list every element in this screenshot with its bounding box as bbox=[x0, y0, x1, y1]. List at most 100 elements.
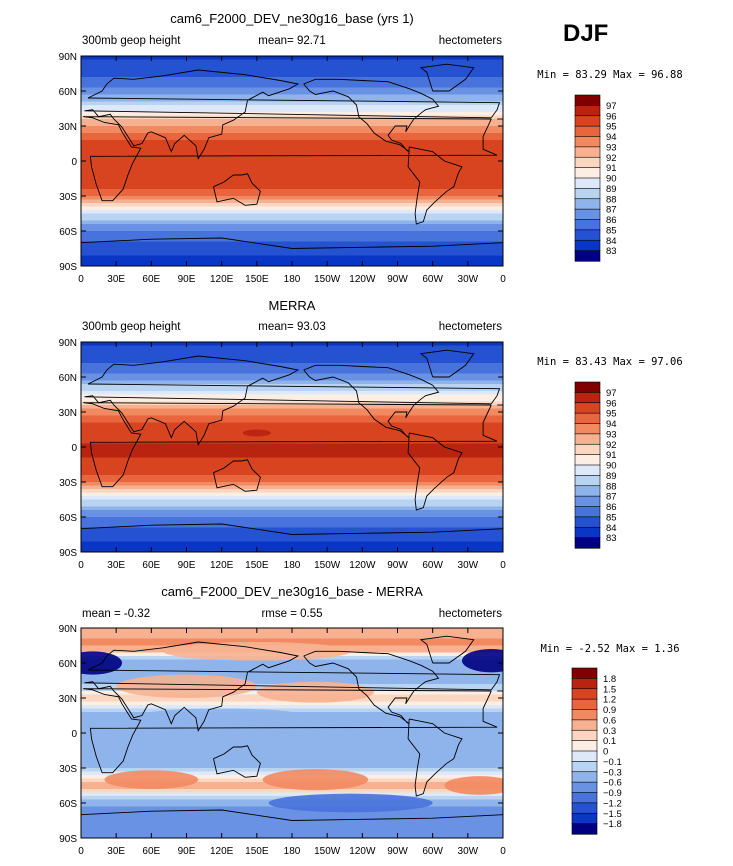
colorbar-label: −1.2 bbox=[603, 798, 622, 809]
colorbar-label: 94 bbox=[606, 132, 617, 143]
min-max-label: Min = -2.52 Max = 1.36 bbox=[540, 643, 679, 655]
field-band bbox=[81, 136, 503, 141]
colorbar-label: 92 bbox=[606, 153, 617, 164]
colorbar-label: 1.8 bbox=[603, 674, 616, 685]
field-band bbox=[81, 475, 503, 480]
field-band bbox=[81, 792, 503, 797]
min-max-label: Min = 83.29 Max = 96.88 bbox=[537, 69, 682, 81]
panel-title: MERRA bbox=[269, 298, 316, 313]
x-tick-label: 30E bbox=[107, 846, 125, 857]
field-band bbox=[81, 471, 503, 476]
field-band bbox=[81, 408, 503, 413]
coastline bbox=[81, 237, 503, 249]
field-band bbox=[81, 224, 503, 229]
y-tick-label: 30S bbox=[59, 764, 77, 775]
field-band bbox=[81, 820, 503, 825]
x-tick-label: 150W bbox=[314, 846, 341, 857]
field-band bbox=[81, 196, 503, 201]
field-band bbox=[81, 210, 503, 215]
field-band bbox=[81, 363, 503, 368]
field-band bbox=[81, 817, 503, 822]
field-band bbox=[81, 391, 503, 396]
colorbar-label: −0.1 bbox=[603, 757, 622, 768]
coastline bbox=[84, 355, 501, 446]
colorbar-label: 85 bbox=[606, 512, 617, 523]
field-band bbox=[81, 789, 503, 794]
x-tick-label: 90E bbox=[178, 560, 196, 571]
colorbar-box bbox=[574, 412, 601, 425]
colorbar-box bbox=[574, 516, 601, 528]
field-band bbox=[81, 733, 503, 738]
field-band bbox=[81, 199, 503, 204]
colorbar-label: 91 bbox=[606, 163, 617, 174]
field-band bbox=[81, 757, 503, 762]
field-band bbox=[81, 631, 503, 636]
y-tick-label: 90N bbox=[59, 624, 77, 635]
x-tick-label: 60E bbox=[142, 274, 160, 285]
field-band bbox=[81, 73, 503, 78]
colorbar-label: 1.2 bbox=[603, 695, 616, 706]
x-tick-label: 30E bbox=[107, 274, 125, 285]
field-band bbox=[81, 450, 503, 455]
field-band bbox=[81, 666, 503, 671]
y-tick-label: 30N bbox=[59, 408, 77, 419]
coastlines bbox=[81, 63, 503, 249]
field-band bbox=[81, 534, 503, 539]
field-band bbox=[81, 415, 503, 420]
colorbar-box bbox=[574, 402, 601, 414]
field-band bbox=[81, 105, 503, 110]
colorbar-label: 86 bbox=[606, 502, 617, 513]
colorbar-box bbox=[574, 433, 601, 445]
panel-model: cam6_F2000_DEV_ne30g16_base (yrs 1) 300mb… bbox=[59, 11, 683, 285]
field-band bbox=[81, 352, 503, 357]
x-tick-label: 60W bbox=[422, 274, 443, 285]
colorbar-box bbox=[574, 156, 601, 169]
field-band bbox=[81, 84, 503, 89]
colorbar-label: −1.8 bbox=[603, 819, 622, 830]
field-band bbox=[81, 178, 503, 183]
colorbar-label: 84 bbox=[606, 523, 617, 534]
field-band bbox=[81, 164, 503, 169]
panel-merra: MERRA 300mb geop height mean= 93.03 hectome… bbox=[59, 298, 683, 571]
x-tick-label: 30E bbox=[107, 560, 125, 571]
colorbar-label: 88 bbox=[606, 481, 617, 492]
colorbar-label: 88 bbox=[606, 194, 617, 205]
field-band bbox=[81, 108, 503, 113]
colorbar-label: 96 bbox=[606, 111, 617, 122]
field-band bbox=[81, 673, 503, 678]
colorbar-box bbox=[574, 105, 601, 117]
y-tick-label: 0 bbox=[71, 157, 77, 168]
field-band bbox=[81, 517, 503, 522]
field-band bbox=[81, 161, 503, 166]
field-band bbox=[81, 433, 503, 438]
x-tick-label: 150E bbox=[245, 846, 269, 857]
colorbar-box bbox=[574, 94, 601, 106]
coastline bbox=[407, 146, 463, 225]
colorbar-label: 92 bbox=[606, 440, 617, 451]
coastline bbox=[407, 432, 463, 511]
field-band bbox=[81, 454, 503, 459]
y-tick-label: 60S bbox=[59, 227, 77, 238]
field-band bbox=[81, 513, 503, 518]
x-tick-label: 90W bbox=[387, 274, 408, 285]
field-band bbox=[81, 761, 503, 766]
y-tick-label: 60N bbox=[59, 659, 77, 670]
field-feature bbox=[256, 681, 375, 703]
colorbar-box bbox=[571, 678, 598, 690]
colorbar-label: 89 bbox=[606, 184, 617, 195]
field-band bbox=[81, 220, 503, 225]
x-tick-label: 120W bbox=[349, 846, 376, 857]
x-tick-label: 150W bbox=[314, 274, 341, 285]
field-band bbox=[81, 468, 503, 473]
colorbar-label: 84 bbox=[606, 236, 617, 247]
colorbar-label: 83 bbox=[606, 533, 617, 544]
field-band bbox=[81, 206, 503, 211]
field-band bbox=[81, 157, 503, 162]
field-band bbox=[81, 248, 503, 253]
x-tick-label: 180 bbox=[284, 846, 301, 857]
field-band bbox=[81, 485, 503, 490]
colorbar-box bbox=[571, 740, 598, 752]
x-tick-label: 30W bbox=[458, 274, 479, 285]
field-feature bbox=[242, 429, 271, 437]
